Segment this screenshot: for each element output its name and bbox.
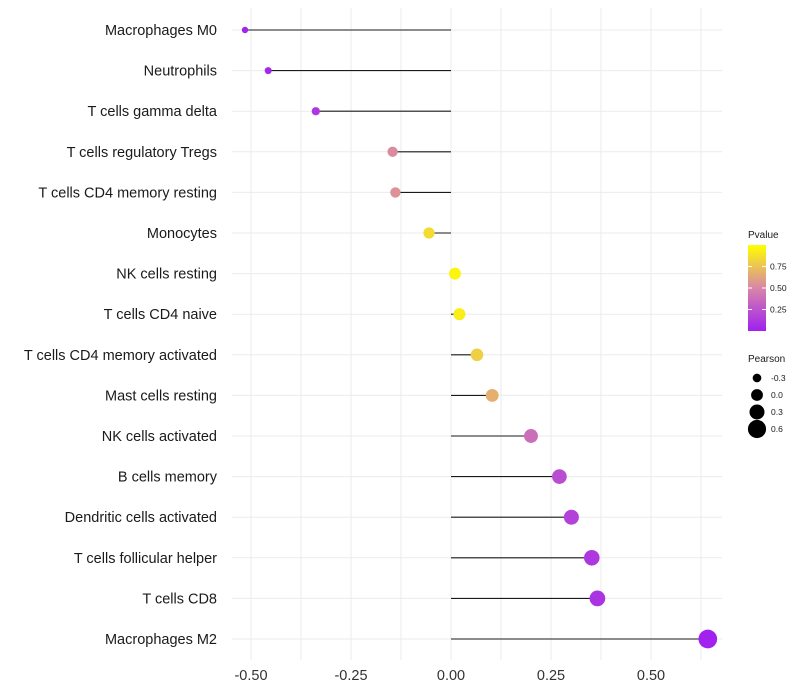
x-tick-label: -0.25 <box>334 668 367 684</box>
pvalue-legend-title: Pvalue <box>748 230 779 241</box>
x-tick-label: 0.25 <box>537 668 565 684</box>
pearson-legend-label: 0.0 <box>771 390 783 400</box>
category-label: T cells regulatory Tregs <box>67 145 217 161</box>
data-point <box>264 67 272 75</box>
category-labels: Macrophages M0 Neutrophils T cells gamma d… <box>24 23 218 648</box>
stems <box>245 29 708 640</box>
pvalue-tick-label: 0.75 <box>770 262 787 272</box>
category-label: T cells CD4 memory activated <box>24 348 217 364</box>
x-tick-label: 0.50 <box>637 668 665 684</box>
pearson-legend-label: -0.3 <box>771 373 786 383</box>
data-point <box>311 107 320 116</box>
data-point <box>485 388 499 402</box>
data-point <box>390 187 401 198</box>
pearson-legend-dot <box>747 419 767 439</box>
category-label: T cells CD4 memory resting <box>38 185 217 201</box>
data-point <box>563 509 579 525</box>
pearson-legend-title: Pearson <box>748 354 785 365</box>
data-point <box>698 629 718 649</box>
category-label: Mast cells resting <box>105 388 217 404</box>
data-point <box>584 550 600 566</box>
pearson-legend-dot <box>749 404 765 420</box>
category-label: Macrophages M2 <box>105 632 217 648</box>
data-point <box>423 227 435 239</box>
pearson-legend-label: 0.3 <box>771 407 783 417</box>
points <box>241 26 718 649</box>
pearson-legend: Pearson -0.3 0.0 0.3 0.6 <box>747 354 786 439</box>
category-label: Neutrophils <box>144 64 217 80</box>
category-label: T cells follicular helper <box>74 551 217 567</box>
category-label: Dendritic cells activated <box>65 510 217 526</box>
category-label: T cells CD8 <box>142 591 217 607</box>
data-point <box>387 146 398 157</box>
category-label: Monocytes <box>147 226 217 242</box>
pvalue-legend: Pvalue 0.25 0.50 0.75 <box>748 230 787 331</box>
category-label: B cells memory <box>118 470 218 486</box>
pvalue-tick-label: 0.25 <box>770 305 787 315</box>
category-label: Macrophages M0 <box>105 23 217 39</box>
x-tick-label: 0.00 <box>437 668 465 684</box>
pearson-legend-dot <box>751 389 763 401</box>
data-point <box>449 267 461 280</box>
pearson-legend-label: 0.6 <box>771 424 783 434</box>
grid-lines <box>232 8 722 660</box>
data-point <box>552 469 567 484</box>
data-point <box>589 590 606 607</box>
category-label: T cells CD4 naive <box>104 307 217 323</box>
data-point <box>524 429 538 443</box>
category-label: NK cells activated <box>102 429 217 445</box>
x-tick-label: -0.50 <box>234 668 267 684</box>
pvalue-tick-label: 0.50 <box>770 283 787 293</box>
data-point <box>453 308 466 321</box>
data-point <box>470 348 484 362</box>
pvalue-colorbar <box>748 245 766 331</box>
pearson-legend-dot <box>752 373 762 383</box>
data-point <box>241 26 249 34</box>
category-label: T cells gamma delta <box>88 104 218 120</box>
x-tick-labels: -0.50 -0.25 0.00 0.25 0.50 <box>234 668 665 684</box>
category-label: NK cells resting <box>116 267 217 283</box>
